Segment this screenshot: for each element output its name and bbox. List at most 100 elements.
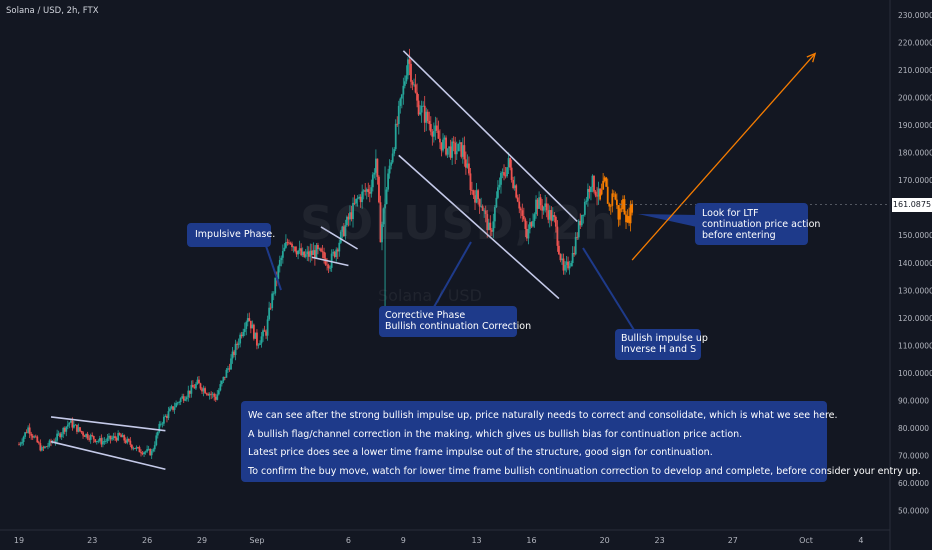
candle [237, 343, 240, 345]
y-tick-label: 60.0000 [898, 479, 929, 488]
candle [594, 191, 597, 196]
candle [286, 242, 289, 244]
candle [474, 195, 476, 203]
candle [324, 258, 327, 265]
recent-candle [631, 203, 634, 213]
candle [295, 251, 298, 255]
candle [291, 243, 293, 247]
candle [385, 189, 388, 205]
candle [588, 188, 591, 192]
candle [445, 137, 447, 155]
flag-2-lower-trendline [311, 256, 349, 267]
candle [368, 192, 371, 194]
candle [310, 250, 313, 256]
candle [338, 242, 341, 252]
candle [100, 438, 103, 445]
candle [411, 81, 414, 85]
candle [121, 435, 124, 438]
candle [542, 207, 545, 211]
corrective-line-1: Corrective Phase [385, 310, 466, 321]
candle [347, 216, 350, 220]
candle [220, 380, 223, 385]
candle [184, 399, 187, 401]
candle [400, 94, 403, 99]
candle [285, 242, 287, 248]
candle [161, 423, 164, 425]
candle [370, 187, 373, 194]
summary-line-2: A bullish flag/channel correction in the… [248, 428, 743, 440]
candle [248, 318, 251, 321]
candle [88, 438, 91, 440]
candle [66, 424, 69, 427]
candle [111, 438, 113, 440]
candle [341, 226, 344, 232]
candle [483, 210, 486, 212]
recent-candle [625, 214, 627, 223]
candle [254, 332, 257, 339]
y-tick-label: 190.0000 [898, 121, 932, 130]
corrective-phase-note: Corrective Phase Bullish continuation Co… [379, 306, 531, 337]
candle [583, 201, 586, 215]
summary-line-1: We can see after the strong bullish impu… [248, 410, 838, 421]
candle [414, 84, 417, 93]
candle [48, 440, 51, 446]
candle [419, 112, 422, 115]
candle [547, 210, 550, 220]
candle [457, 143, 460, 152]
candle [455, 151, 458, 155]
candle [167, 411, 170, 419]
candle [150, 451, 153, 456]
x-tick-label: Oct [799, 536, 813, 545]
candle [533, 214, 536, 221]
candle [493, 207, 496, 222]
candle [437, 130, 440, 139]
candle [361, 191, 364, 203]
candle [356, 198, 359, 199]
x-tick-label: Sep [249, 536, 264, 545]
candle [233, 351, 235, 356]
candle [320, 248, 322, 252]
candle [172, 406, 174, 410]
candle [596, 195, 598, 197]
candle [147, 449, 150, 450]
candle [31, 435, 34, 438]
candle [216, 394, 219, 400]
candle [18, 444, 20, 446]
candle [434, 125, 437, 132]
candle [117, 433, 120, 441]
candle [524, 219, 527, 229]
candle [353, 202, 356, 204]
candle [318, 248, 321, 250]
candle [292, 246, 295, 248]
candle [378, 176, 380, 203]
candle [576, 236, 579, 238]
candle [179, 398, 182, 403]
candle [259, 343, 261, 345]
candle [571, 252, 574, 264]
recent-candle [623, 199, 626, 215]
candle [187, 390, 190, 398]
candle [478, 199, 481, 207]
candle [185, 397, 188, 400]
candle [97, 440, 100, 442]
candle [551, 215, 554, 221]
candle [44, 446, 46, 449]
candle [359, 196, 362, 203]
candle [559, 254, 562, 261]
candle [367, 189, 370, 193]
channel-upper-trendline [402, 50, 578, 223]
candle [336, 249, 339, 252]
candle [164, 416, 167, 417]
candle [103, 441, 106, 442]
candle [545, 203, 548, 211]
candle [561, 258, 563, 261]
candle [593, 175, 595, 192]
y-tick-label: 120.0000 [898, 314, 932, 323]
candle [397, 105, 400, 125]
y-tick-label: 140.0000 [898, 259, 932, 268]
candle [326, 264, 328, 266]
candle [224, 376, 226, 378]
candle [405, 75, 408, 82]
